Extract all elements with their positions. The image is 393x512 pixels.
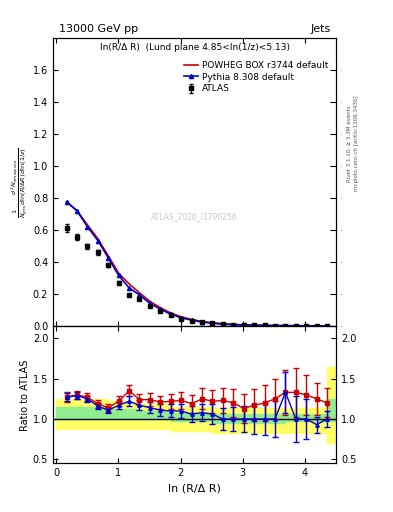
Legend: POWHEG BOX r3744 default, Pythia 8.308 default, ATLAS: POWHEG BOX r3744 default, Pythia 8.308 d… <box>181 57 332 97</box>
POWHEG BOX r3744 default <box>169 310 173 316</box>
POWHEG BOX r3744 default <box>158 305 163 311</box>
Text: ln(R/Δ R)  (Lund plane 4.85<ln(1/z)<5.13): ln(R/Δ R) (Lund plane 4.85<ln(1/z)<5.13) <box>99 42 290 52</box>
Text: ATLAS_2020_I1790256: ATLAS_2020_I1790256 <box>151 212 238 221</box>
POWHEG BOX r3744 default <box>137 290 142 296</box>
POWHEG BOX r3744 default <box>231 322 236 328</box>
Line: Pythia 8.308 default: Pythia 8.308 default <box>64 200 329 328</box>
Text: mcplots.cern.ch [arXiv:1306.3436]: mcplots.cern.ch [arXiv:1306.3436] <box>354 96 359 191</box>
POWHEG BOX r3744 default <box>200 318 204 325</box>
POWHEG BOX r3744 default <box>116 270 121 276</box>
POWHEG BOX r3744 default <box>75 207 79 214</box>
POWHEG BOX r3744 default <box>95 236 100 242</box>
Pythia 8.308 default <box>137 292 142 298</box>
Pythia 8.308 default <box>64 199 69 205</box>
Pythia 8.308 default <box>169 311 173 317</box>
POWHEG BOX r3744 default <box>273 323 277 329</box>
Pythia 8.308 default <box>294 323 298 329</box>
Pythia 8.308 default <box>116 272 121 279</box>
Pythia 8.308 default <box>179 315 184 321</box>
POWHEG BOX r3744 default <box>220 321 225 327</box>
Pythia 8.308 default <box>283 323 288 329</box>
Pythia 8.308 default <box>158 306 163 312</box>
Pythia 8.308 default <box>220 321 225 327</box>
Pythia 8.308 default <box>210 320 215 326</box>
Pythia 8.308 default <box>106 255 111 261</box>
Pythia 8.308 default <box>314 323 319 329</box>
POWHEG BOX r3744 default <box>64 199 69 205</box>
Pythia 8.308 default <box>95 238 100 244</box>
Text: Rivet 3.1.10, ≥ 3.3M events: Rivet 3.1.10, ≥ 3.3M events <box>347 105 352 182</box>
POWHEG BOX r3744 default <box>148 298 152 305</box>
POWHEG BOX r3744 default <box>252 322 257 328</box>
POWHEG BOX r3744 default <box>283 323 288 329</box>
Pythia 8.308 default <box>304 323 309 329</box>
Pythia 8.308 default <box>85 224 90 230</box>
Pythia 8.308 default <box>127 285 132 291</box>
POWHEG BOX r3744 default <box>314 323 319 329</box>
Pythia 8.308 default <box>75 208 79 214</box>
Pythia 8.308 default <box>325 323 329 329</box>
POWHEG BOX r3744 default <box>241 322 246 328</box>
Pythia 8.308 default <box>148 301 152 307</box>
POWHEG BOX r3744 default <box>106 253 111 259</box>
POWHEG BOX r3744 default <box>304 323 309 329</box>
Pythia 8.308 default <box>200 319 204 325</box>
Text: Jets: Jets <box>310 24 331 34</box>
Pythia 8.308 default <box>241 322 246 328</box>
Pythia 8.308 default <box>273 323 277 329</box>
POWHEG BOX r3744 default <box>127 281 132 287</box>
POWHEG BOX r3744 default <box>189 316 194 323</box>
Pythia 8.308 default <box>189 317 194 323</box>
X-axis label: ln (R/Δ R): ln (R/Δ R) <box>168 484 221 494</box>
Y-axis label: Ratio to ATLAS: Ratio to ATLAS <box>20 359 30 431</box>
Y-axis label: $\frac{1}{N_{jets}}\frac{d^2 N_{emissions}}{d\ln(R/\Delta R)\, d\ln(1/z)}$: $\frac{1}{N_{jets}}\frac{d^2 N_{emission… <box>9 147 30 218</box>
POWHEG BOX r3744 default <box>210 319 215 326</box>
POWHEG BOX r3744 default <box>262 322 267 328</box>
POWHEG BOX r3744 default <box>179 314 184 320</box>
Line: POWHEG BOX r3744 default: POWHEG BOX r3744 default <box>66 202 327 326</box>
Text: 13000 GeV pp: 13000 GeV pp <box>59 24 138 34</box>
POWHEG BOX r3744 default <box>294 323 298 329</box>
POWHEG BOX r3744 default <box>85 222 90 228</box>
Pythia 8.308 default <box>231 322 236 328</box>
Pythia 8.308 default <box>262 323 267 329</box>
Pythia 8.308 default <box>252 322 257 328</box>
POWHEG BOX r3744 default <box>325 323 329 329</box>
